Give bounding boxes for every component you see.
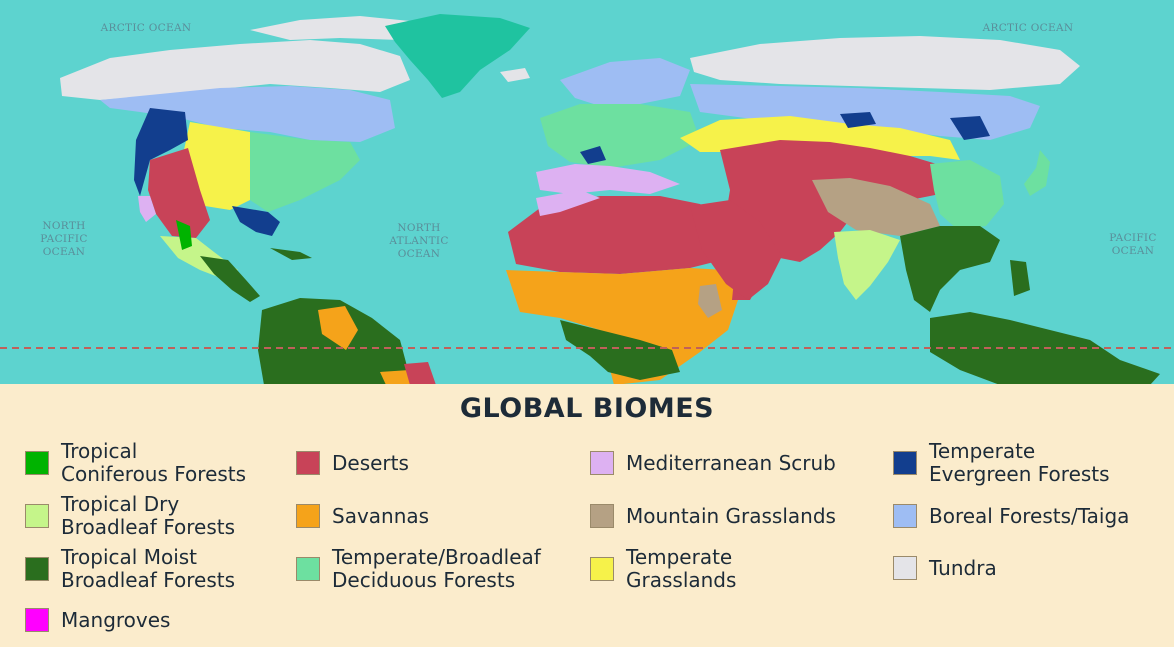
as-tropical-moist-se bbox=[900, 226, 1000, 312]
legend-item-mountain-grasslands: Mountain Grasslands bbox=[590, 504, 836, 528]
ocean-label-line: OCEAN bbox=[398, 248, 441, 260]
legend-label: Mediterranean Scrub bbox=[626, 450, 836, 475]
af-mountain-grasslands bbox=[698, 284, 722, 318]
as-mountain-grasslands bbox=[812, 178, 940, 236]
legend-swatch bbox=[893, 451, 917, 475]
legend-swatch bbox=[25, 557, 49, 581]
na-temperate-evergreen-se bbox=[232, 206, 280, 236]
af-tropical-moist bbox=[560, 320, 680, 380]
as-tundra bbox=[690, 36, 1080, 90]
ocean-label-line: OCEAN bbox=[43, 246, 86, 258]
legend-swatch bbox=[590, 504, 614, 528]
north-america bbox=[60, 16, 440, 302]
legend-swatch bbox=[590, 557, 614, 581]
legend-label: Tropical Moist Broadleaf Forests bbox=[61, 545, 236, 592]
ocean-label-arctic-east: ARCTIC OCEAN bbox=[982, 22, 1074, 34]
greenland bbox=[385, 14, 530, 98]
ocean-label-line: NORTH bbox=[397, 222, 440, 234]
legend-swatch bbox=[25, 504, 49, 528]
as-philippines bbox=[1010, 260, 1030, 296]
legend-item-deserts: Deserts bbox=[296, 451, 409, 475]
legend-label: Temperate/Broadleaf Deciduous Forests bbox=[332, 545, 541, 592]
sa-savannas-east bbox=[380, 370, 414, 385]
ocean-label-line: PACIFIC bbox=[1109, 232, 1156, 244]
legend-label: Mangroves bbox=[61, 607, 171, 632]
af-mediterranean-nw bbox=[536, 190, 600, 216]
eu-boreal bbox=[560, 58, 690, 106]
eu-temperate-evergreen bbox=[580, 146, 606, 164]
as-temperate-evergreen-east bbox=[950, 116, 990, 140]
as-japan bbox=[1024, 150, 1050, 196]
ocean-label-line: PACIFIC bbox=[40, 233, 87, 245]
na-temperate-evergreen-west bbox=[134, 108, 188, 196]
legend-swatch bbox=[893, 556, 917, 580]
as-boreal bbox=[690, 84, 1040, 140]
iceland bbox=[500, 68, 530, 82]
legend-item-mangroves: Mangroves bbox=[25, 608, 170, 632]
legend-label: Temperate Grasslands bbox=[626, 545, 737, 592]
ocean-label-north-pacific: NORTH PACIFIC OCEAN bbox=[40, 220, 87, 258]
eu-mediterranean bbox=[536, 164, 680, 194]
south-america bbox=[258, 298, 436, 385]
na-boreal bbox=[100, 86, 395, 142]
legend-item-temperate-broadleaf: Temperate/Broadleaf Deciduous Forests bbox=[296, 546, 541, 592]
as-arabia bbox=[690, 200, 782, 300]
legend-label: Tundra bbox=[929, 555, 997, 580]
legend-swatch bbox=[893, 504, 917, 528]
legend-item-tundra: Tundra bbox=[893, 556, 997, 580]
world-map: ARCTIC OCEAN ARCTIC OCEAN NORTH PACIFIC OC… bbox=[0, 0, 1174, 385]
ocean-label-line: ATLANTIC bbox=[388, 235, 448, 247]
legend-item-tropical-coniferous: Tropical Coniferous Forests bbox=[25, 440, 246, 486]
legend-swatch bbox=[25, 451, 49, 475]
legend-swatch bbox=[296, 504, 320, 528]
map-title: GLOBAL BIOMES bbox=[459, 393, 715, 424]
na-tundra bbox=[60, 40, 410, 100]
legend-label: Boreal Forests/Taiga bbox=[929, 503, 1130, 528]
legend-label: Savannas bbox=[332, 503, 430, 528]
na-temperate-grasslands bbox=[184, 122, 250, 210]
asia bbox=[680, 36, 1160, 385]
as-temperate-broadleaf bbox=[930, 160, 1004, 230]
as-tropical-dry-india bbox=[834, 230, 900, 300]
na-mediterranean bbox=[138, 196, 156, 222]
legend-item-boreal: Boreal Forests/Taiga bbox=[893, 504, 1129, 528]
legend-label: Tropical Coniferous Forests bbox=[61, 439, 247, 486]
legend-swatch bbox=[296, 451, 320, 475]
legend-item-tropical-moist: Tropical Moist Broadleaf Forests bbox=[25, 546, 235, 592]
sa-savannas bbox=[318, 306, 358, 350]
na-temperate-broadleaf bbox=[246, 132, 360, 212]
sa-deserts bbox=[404, 362, 436, 385]
na-tropical-coniferous bbox=[176, 220, 192, 250]
europe bbox=[536, 58, 700, 194]
legend-label: Temperate Evergreen Forests bbox=[929, 439, 1110, 486]
ocean-label-pacific: PACIFIC OCEAN bbox=[1109, 232, 1156, 257]
legend-item-temperate-grasslands: Temperate Grasslands bbox=[590, 546, 736, 592]
caribbean bbox=[270, 248, 312, 260]
ocean-label-north-atlantic: NORTH ATLANTIC OCEAN bbox=[388, 222, 448, 260]
af-savannas bbox=[506, 268, 738, 385]
ocean-label-line: NORTH bbox=[42, 220, 85, 232]
legend-item-tropical-dry: Tropical Dry Broadleaf Forests bbox=[25, 493, 235, 539]
legend-item-temperate-evergreen: Temperate Evergreen Forests bbox=[893, 440, 1110, 486]
na-deserts bbox=[148, 148, 210, 238]
legend-swatch bbox=[590, 451, 614, 475]
as-temperate-evergreen-siberia bbox=[840, 112, 876, 128]
legend-panel bbox=[0, 384, 1174, 647]
legend-swatch bbox=[296, 557, 320, 581]
ocean-label-arctic-west: ARCTIC OCEAN bbox=[100, 22, 192, 34]
legend-item-savannas: Savannas bbox=[296, 504, 429, 528]
africa bbox=[506, 190, 760, 385]
legend-label: Tropical Dry Broadleaf Forests bbox=[61, 492, 236, 539]
legend-label: Mountain Grasslands bbox=[626, 503, 836, 528]
ocean-label-line: OCEAN bbox=[1112, 245, 1155, 257]
af-deserts bbox=[508, 196, 730, 274]
legend-item-mediterranean: Mediterranean Scrub bbox=[590, 451, 836, 475]
legend-label: Deserts bbox=[332, 450, 409, 475]
legend-swatch bbox=[25, 608, 49, 632]
na-tropical-moist bbox=[200, 256, 260, 302]
